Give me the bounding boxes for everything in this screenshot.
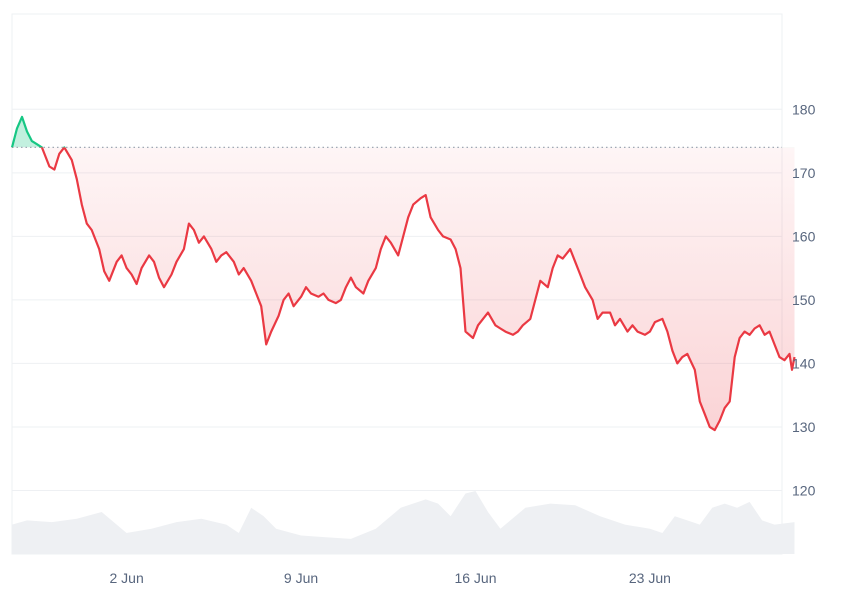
price-line-down: [12, 147, 796, 432]
price-line: [10, 115, 796, 432]
volume-area-shape: [12, 491, 795, 554]
volume-area: [12, 491, 795, 554]
x-tick-label-1: 9 Jun: [284, 570, 318, 586]
y-tick-label-180: 180: [792, 101, 816, 117]
y-tick-label-130: 130: [792, 419, 816, 435]
x-tick-label-3: 23 Jun: [629, 570, 671, 586]
y-tick-label-170: 170: [792, 165, 816, 181]
x-tick-label-0: 2 Jun: [110, 570, 144, 586]
y-tick-label-160: 160: [792, 228, 816, 244]
y-tick-label-140: 140: [792, 355, 816, 371]
y-axis-ticks: 120 130 140 150 160 170 180: [792, 101, 816, 498]
y-tick-label-120: 120: [792, 482, 816, 498]
price-fill-up: [12, 116, 65, 148]
x-axis-ticks: 2 Jun 9 Jun 16 Jun 23 Jun: [110, 570, 671, 586]
y-tick-label-150: 150: [792, 292, 816, 308]
price-fill-down: [12, 147, 795, 431]
price-fill: [12, 116, 795, 431]
x-tick-label-2: 16 Jun: [454, 570, 496, 586]
